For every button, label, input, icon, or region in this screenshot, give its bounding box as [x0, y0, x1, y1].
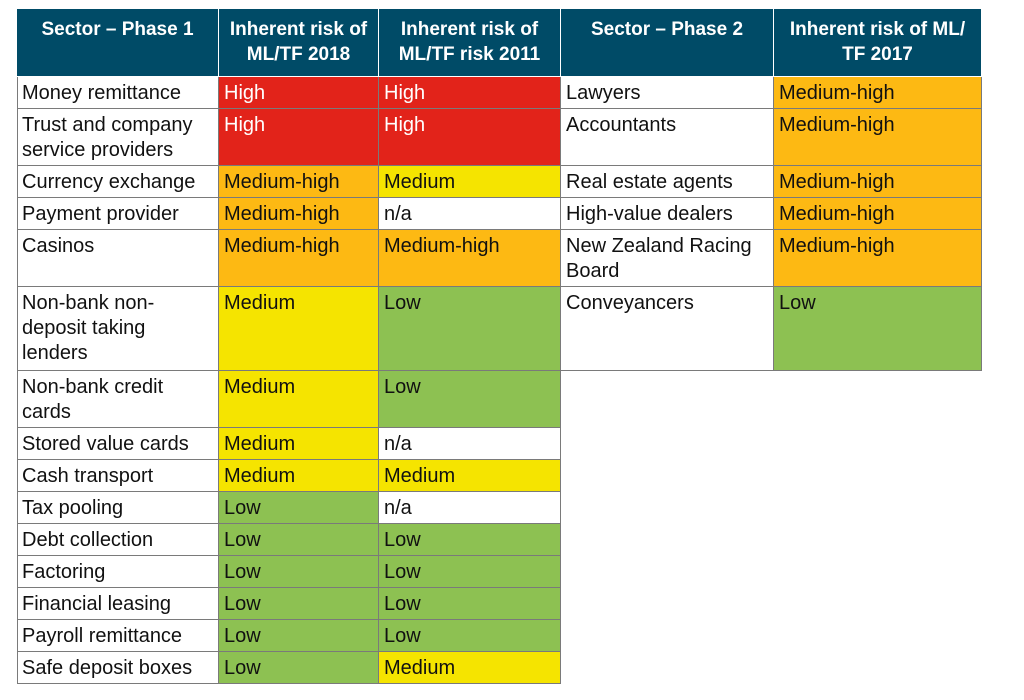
risk-2018-cell: Medium-high: [219, 230, 379, 287]
risk-2018-cell: Low: [219, 620, 379, 652]
risk-2017-cell: Medium-high: [774, 166, 982, 198]
risk-2018-cell: Medium: [219, 460, 379, 492]
risk-2011-cell: Medium-high: [379, 230, 561, 287]
risk-2018-cell: Medium-high: [219, 198, 379, 230]
risk-2017-cell: Medium-high: [774, 109, 982, 166]
header-risk-2011: Inherent risk of ML/TF risk 2011: [379, 9, 561, 77]
phase1-sector-cell: Cash transport: [17, 460, 219, 492]
risk-2011-cell: High: [379, 109, 561, 166]
phase1-sector-cell: Casinos: [17, 230, 219, 287]
header-phase1-sector: Sector – Phase 1: [17, 9, 219, 77]
header-risk-2017: Inherent risk of ML/ TF 2017: [774, 9, 982, 77]
phase2-sector-cell: Lawyers: [561, 77, 774, 109]
risk-2011-cell: High: [379, 77, 561, 109]
phase2-sector-cell: New Zealand Racing Board: [561, 230, 774, 287]
phase1-sector-cell: Financial leasing: [17, 588, 219, 620]
phase1-sector-cell: Payment provider: [17, 198, 219, 230]
phase1-sector-cell: Safe deposit boxes: [17, 652, 219, 684]
risk-2011-cell: Low: [379, 620, 561, 652]
risk-2011-cell: Low: [379, 524, 561, 556]
risk-2018-cell: High: [219, 77, 379, 109]
phase1-sector-cell: Non-bank non-deposit taking lenders: [17, 287, 219, 371]
risk-2011-cell: Low: [379, 287, 561, 371]
risk-2017-cell: Medium-high: [774, 77, 982, 109]
risk-2018-cell: Low: [219, 492, 379, 524]
phase1-sector-cell: Currency exchange: [17, 166, 219, 198]
risk-2011-cell: Medium: [379, 460, 561, 492]
risk-2018-cell: Low: [219, 556, 379, 588]
phase1-sector-cell: Trust and company service providers: [17, 109, 219, 166]
risk-2018-cell: Low: [219, 652, 379, 684]
phase2-sector-cell: Accountants: [561, 109, 774, 166]
risk-2018-cell: Medium: [219, 287, 379, 371]
risk-2018-cell: Low: [219, 588, 379, 620]
risk-2011-cell: Medium: [379, 166, 561, 198]
risk-2011-cell: Low: [379, 588, 561, 620]
risk-2017-cell: Medium-high: [774, 230, 982, 287]
phase2-sector-cell: Conveyancers: [561, 287, 774, 371]
risk-2011-cell: Low: [379, 371, 561, 428]
risk-2018-cell: Medium: [219, 371, 379, 428]
risk-2018-cell: Low: [219, 524, 379, 556]
risk-2011-cell: n/a: [379, 428, 561, 460]
risk-2018-cell: Medium: [219, 428, 379, 460]
header-risk-2018: Inherent risk of ML/TF 2018: [219, 9, 379, 77]
risk-2017-cell: Medium-high: [774, 198, 982, 230]
phase1-sector-cell: Tax pooling: [17, 492, 219, 524]
phase2-sector-cell: Real estate agents: [561, 166, 774, 198]
table-left-border: [17, 77, 18, 684]
phase1-sector-cell: Stored value cards: [17, 428, 219, 460]
risk-2011-cell: Medium: [379, 652, 561, 684]
risk-2011-cell: n/a: [379, 198, 561, 230]
phase1-sector-cell: Non-bank credit cards: [17, 371, 219, 428]
header-phase2-sector: Sector – Phase 2: [561, 9, 774, 77]
phase1-sector-cell: Money remittance: [17, 77, 219, 109]
phase2-sector-cell: High-value dealers: [561, 198, 774, 230]
risk-2011-cell: n/a: [379, 492, 561, 524]
phase1-sector-cell: Factoring: [17, 556, 219, 588]
risk-2018-cell: Medium-high: [219, 166, 379, 198]
risk-2018-cell: High: [219, 109, 379, 166]
phase1-sector-cell: Debt collection: [17, 524, 219, 556]
risk-2017-cell: Low: [774, 287, 982, 371]
phase1-sector-cell: Payroll remittance: [17, 620, 219, 652]
risk-2011-cell: Low: [379, 556, 561, 588]
